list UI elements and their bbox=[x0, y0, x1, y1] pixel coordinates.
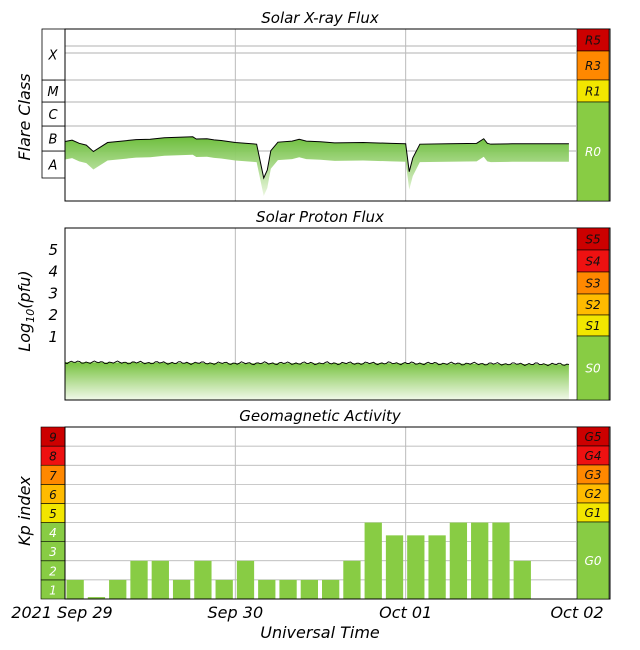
proton-scale-bar: S5 S4 S3 S2 S1 S0 bbox=[576, 227, 610, 401]
scale-band-label: S2 bbox=[585, 298, 600, 312]
kp-scale-bar: G5 G4 G3 G2 G1 G0 bbox=[576, 426, 610, 600]
scale-band-label: G5 bbox=[585, 430, 602, 444]
x-tick-label: Oct 02 bbox=[550, 603, 603, 622]
scale-band-label: S0 bbox=[585, 362, 601, 376]
kp-bar bbox=[364, 522, 382, 599]
kp-grid bbox=[65, 427, 576, 599]
kp-panel: Geomagnetic Activity Kp index 123456789 … bbox=[15, 407, 611, 600]
scale-band-label: R0 bbox=[585, 145, 601, 159]
x-axis-label: Universal Time bbox=[260, 623, 380, 642]
scale-band-label: R1 bbox=[585, 85, 601, 99]
xray-flux-fill bbox=[65, 136, 569, 196]
class-label: X bbox=[48, 49, 59, 64]
kp-level-label: 1 bbox=[49, 583, 57, 597]
kp-bar bbox=[513, 560, 531, 599]
kp-level-label: 4 bbox=[49, 526, 57, 540]
proton-flux-fill bbox=[65, 362, 569, 400]
kp-bar bbox=[300, 579, 318, 599]
xray-plot bbox=[64, 136, 569, 196]
kp-level-label: 6 bbox=[49, 488, 57, 502]
xray-scale-bar: R5 R3 R1 R0 bbox=[576, 28, 610, 202]
scale-band-label: G2 bbox=[585, 487, 602, 501]
class-label: M bbox=[47, 85, 58, 100]
kp-bar bbox=[236, 560, 255, 599]
proton-frame bbox=[64, 227, 611, 401]
scale-band bbox=[576, 101, 610, 202]
kp-bar bbox=[471, 522, 489, 599]
proton-tick-label: 2 bbox=[48, 306, 58, 324]
time-axis: 2021 Sep 29 Sep 30 Oct 01 Oct 02 bbox=[11, 603, 603, 622]
kp-bar bbox=[130, 560, 148, 599]
class-label: B bbox=[49, 133, 58, 148]
scale-band bbox=[576, 50, 610, 81]
kp-bar bbox=[449, 522, 468, 599]
proton-tick-label: 1 bbox=[48, 328, 58, 346]
proton-flux-line bbox=[64, 360, 569, 367]
kp-frame bbox=[64, 426, 611, 600]
scale-band-label: R5 bbox=[585, 34, 601, 48]
kp-bar bbox=[279, 579, 297, 599]
kp-level-label: 8 bbox=[49, 450, 57, 464]
proton-tick-labels: 1 2 3 4 5 bbox=[48, 241, 58, 346]
kp-bar bbox=[322, 579, 340, 599]
xray-flux-line bbox=[64, 136, 569, 180]
proton-tick-label: 4 bbox=[48, 263, 58, 281]
kp-bar bbox=[258, 579, 276, 599]
kp-bar bbox=[172, 579, 191, 599]
x-tick-label: 2021 Sep 29 bbox=[11, 603, 112, 622]
x-tick-label: Sep 30 bbox=[208, 603, 264, 622]
xray-grid bbox=[65, 29, 576, 201]
xray-frame bbox=[64, 28, 611, 202]
class-label: C bbox=[48, 108, 58, 123]
kp-bars bbox=[66, 522, 531, 599]
kp-level-label: 2 bbox=[49, 564, 57, 578]
kp-bar bbox=[215, 579, 233, 599]
x-tick-label: Oct 01 bbox=[379, 603, 432, 622]
kp-level-label: 7 bbox=[49, 469, 57, 483]
kp-title: Geomagnetic Activity bbox=[239, 407, 402, 425]
proton-tick-label: 5 bbox=[48, 241, 58, 259]
xray-title: Solar X-ray Flux bbox=[261, 9, 379, 27]
kp-bar bbox=[407, 535, 425, 599]
kp-bar bbox=[385, 535, 404, 599]
proton-title: Solar Proton Flux bbox=[256, 208, 384, 226]
scale-band-label: G3 bbox=[585, 468, 602, 482]
kp-bar bbox=[109, 579, 127, 599]
scale-band-label: S4 bbox=[585, 255, 600, 269]
kp-bar bbox=[151, 560, 169, 599]
xray-ylabel: Flare Class bbox=[15, 73, 34, 160]
kp-ylabel: Kp index bbox=[15, 476, 34, 546]
proton-ylabel: Log10(pfu) bbox=[15, 270, 37, 351]
kp-bar bbox=[343, 560, 361, 599]
kp-bar bbox=[428, 535, 446, 599]
scale-band-label: S3 bbox=[585, 277, 600, 291]
scale-band bbox=[576, 335, 610, 401]
kp-level-label: 3 bbox=[49, 545, 57, 559]
kp-bar bbox=[194, 560, 212, 599]
scale-band bbox=[576, 521, 610, 600]
scale-band-label: G1 bbox=[585, 506, 602, 520]
kp-level-label: 5 bbox=[49, 507, 57, 521]
scale-band-label: S5 bbox=[585, 233, 600, 247]
scale-band-label: S1 bbox=[585, 319, 600, 333]
scale-band-label: G4 bbox=[585, 449, 602, 463]
kp-bar bbox=[87, 597, 106, 599]
scale-band-label: R3 bbox=[585, 59, 601, 73]
proton-plot bbox=[64, 360, 569, 400]
kp-level-label: 9 bbox=[49, 431, 57, 445]
kp-bar bbox=[492, 522, 510, 599]
scale-band-label: G0 bbox=[585, 554, 602, 568]
kp-bar bbox=[66, 579, 84, 599]
proton-tick-label: 3 bbox=[48, 284, 58, 302]
class-label: A bbox=[48, 159, 58, 174]
kp-left-scale: 1 2 3 4 5 6 7 8 9 bbox=[40, 426, 66, 600]
